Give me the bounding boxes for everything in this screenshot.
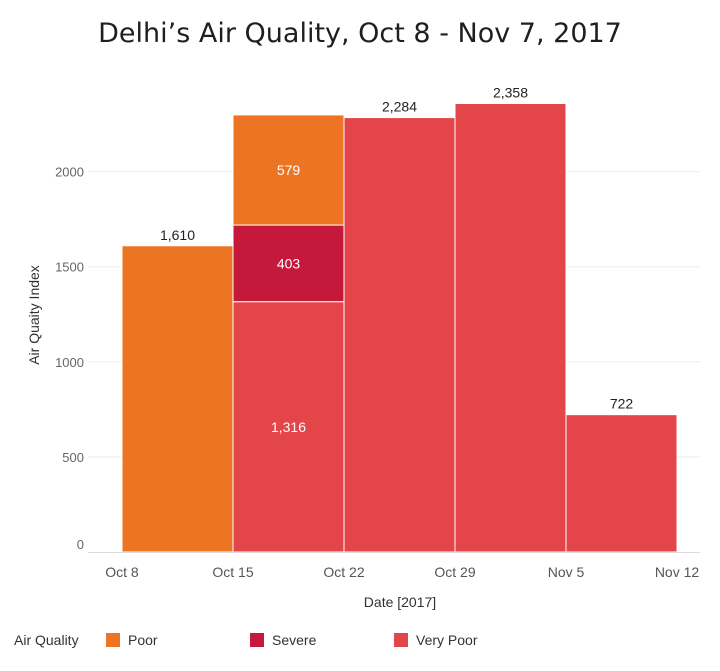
- total-label: 1,610: [160, 227, 195, 243]
- y-tick-label: 2000: [55, 165, 84, 180]
- legend-label-poor: Poor: [128, 632, 158, 648]
- data-labels: 1,610 1,316 403 579 2,284 2,358 722: [160, 84, 633, 434]
- y-tick-label: 0: [77, 537, 84, 552]
- legend-item-poor[interactable]: Poor: [106, 632, 158, 648]
- total-label: 2,284: [382, 99, 417, 115]
- bar-segment: [343, 117, 456, 553]
- x-tick-label: Oct 29: [434, 564, 475, 580]
- segment-label: 403: [277, 255, 301, 271]
- total-label: 722: [610, 396, 634, 412]
- bar-segment: [121, 245, 234, 553]
- legend-label-severe: Severe: [272, 632, 317, 648]
- y-tick-label: 1000: [55, 355, 84, 370]
- legend-item-very-poor[interactable]: Very Poor: [394, 632, 477, 648]
- bar-segment: [232, 224, 345, 303]
- bar-segment: [232, 114, 345, 226]
- x-tick-label: Nov 12: [655, 564, 700, 580]
- legend-swatch-poor: [106, 633, 120, 647]
- x-tick-label: Oct 15: [212, 564, 253, 580]
- legend-swatch-severe: [250, 633, 264, 647]
- legend-label-very-poor: Very Poor: [416, 632, 478, 648]
- bars: [121, 102, 678, 553]
- x-tick-label: Nov 5: [548, 564, 585, 580]
- x-tick-label: Oct 22: [323, 564, 364, 580]
- chart-plot: 1,610 1,316 403 579 2,284 2,358 722 0 500 1000 15…: [26, 84, 700, 610]
- y-axis-title: Air Quaity Index: [26, 265, 42, 365]
- legend-item-severe[interactable]: Severe: [250, 632, 316, 648]
- x-tick-label: Oct 8: [105, 564, 139, 580]
- bar-segment: [565, 414, 678, 553]
- chart-title: Delhi’s Air Quality, Oct 8 - Nov 7, 2017: [98, 18, 622, 49]
- segment-label: 1,316: [271, 419, 306, 435]
- x-axis-title: Date [2017]: [364, 594, 436, 610]
- segment-label: 579: [277, 162, 301, 178]
- y-tick-label: 1500: [55, 260, 84, 275]
- legend-swatch-very-poor: [394, 633, 408, 647]
- total-label: 2,358: [493, 84, 528, 100]
- y-tick-label: 500: [62, 450, 84, 465]
- axes: 0 500 1000 1500 2000 Oct 8 Oct 15 Oct 22 Oct 29 N…: [26, 165, 700, 610]
- legend-title: Air Quality: [14, 632, 79, 648]
- bar-segment: [454, 102, 567, 553]
